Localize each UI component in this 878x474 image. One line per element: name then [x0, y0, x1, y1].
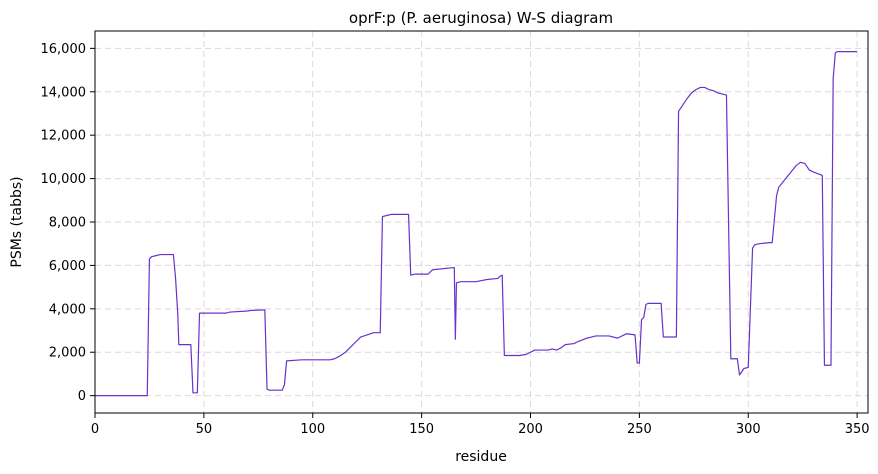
x-tick-label: 0 — [91, 422, 99, 437]
y-tick-label: 0 — [78, 389, 86, 404]
chart-title: oprF:p (P. aeruginosa) W-S diagram — [349, 9, 613, 27]
y-tick-label: 14,000 — [41, 85, 87, 100]
x-axis: 0 50 100 150 200 250 300 350 — [91, 413, 870, 437]
x-tick-label: 250 — [627, 422, 652, 437]
grid-lines — [94, 31, 868, 413]
y-tick-label: 8,000 — [49, 216, 86, 231]
x-tick-label: 150 — [409, 422, 434, 437]
y-tick-label: 10,000 — [41, 172, 87, 187]
x-tick-label: 300 — [736, 422, 761, 437]
y-tick-label: 6,000 — [49, 259, 86, 274]
x-axis-label: residue — [455, 449, 507, 465]
y-axis-label: PSMs (tabbs) — [9, 176, 25, 267]
y-tick-label: 12,000 — [41, 129, 87, 144]
x-tick-label: 350 — [845, 422, 870, 437]
y-tick-label: 2,000 — [49, 346, 86, 361]
y-tick-label: 4,000 — [49, 302, 86, 317]
x-tick-label: 200 — [518, 422, 543, 437]
series-line — [95, 51, 858, 397]
x-tick-label: 50 — [196, 422, 213, 437]
y-axis: 0 2,000 4,000 6,000 8,000 10,000 12,000 14,000 1… — [41, 42, 95, 404]
y-tick-label: 16,000 — [41, 42, 87, 57]
x-tick-label: 100 — [300, 422, 325, 437]
